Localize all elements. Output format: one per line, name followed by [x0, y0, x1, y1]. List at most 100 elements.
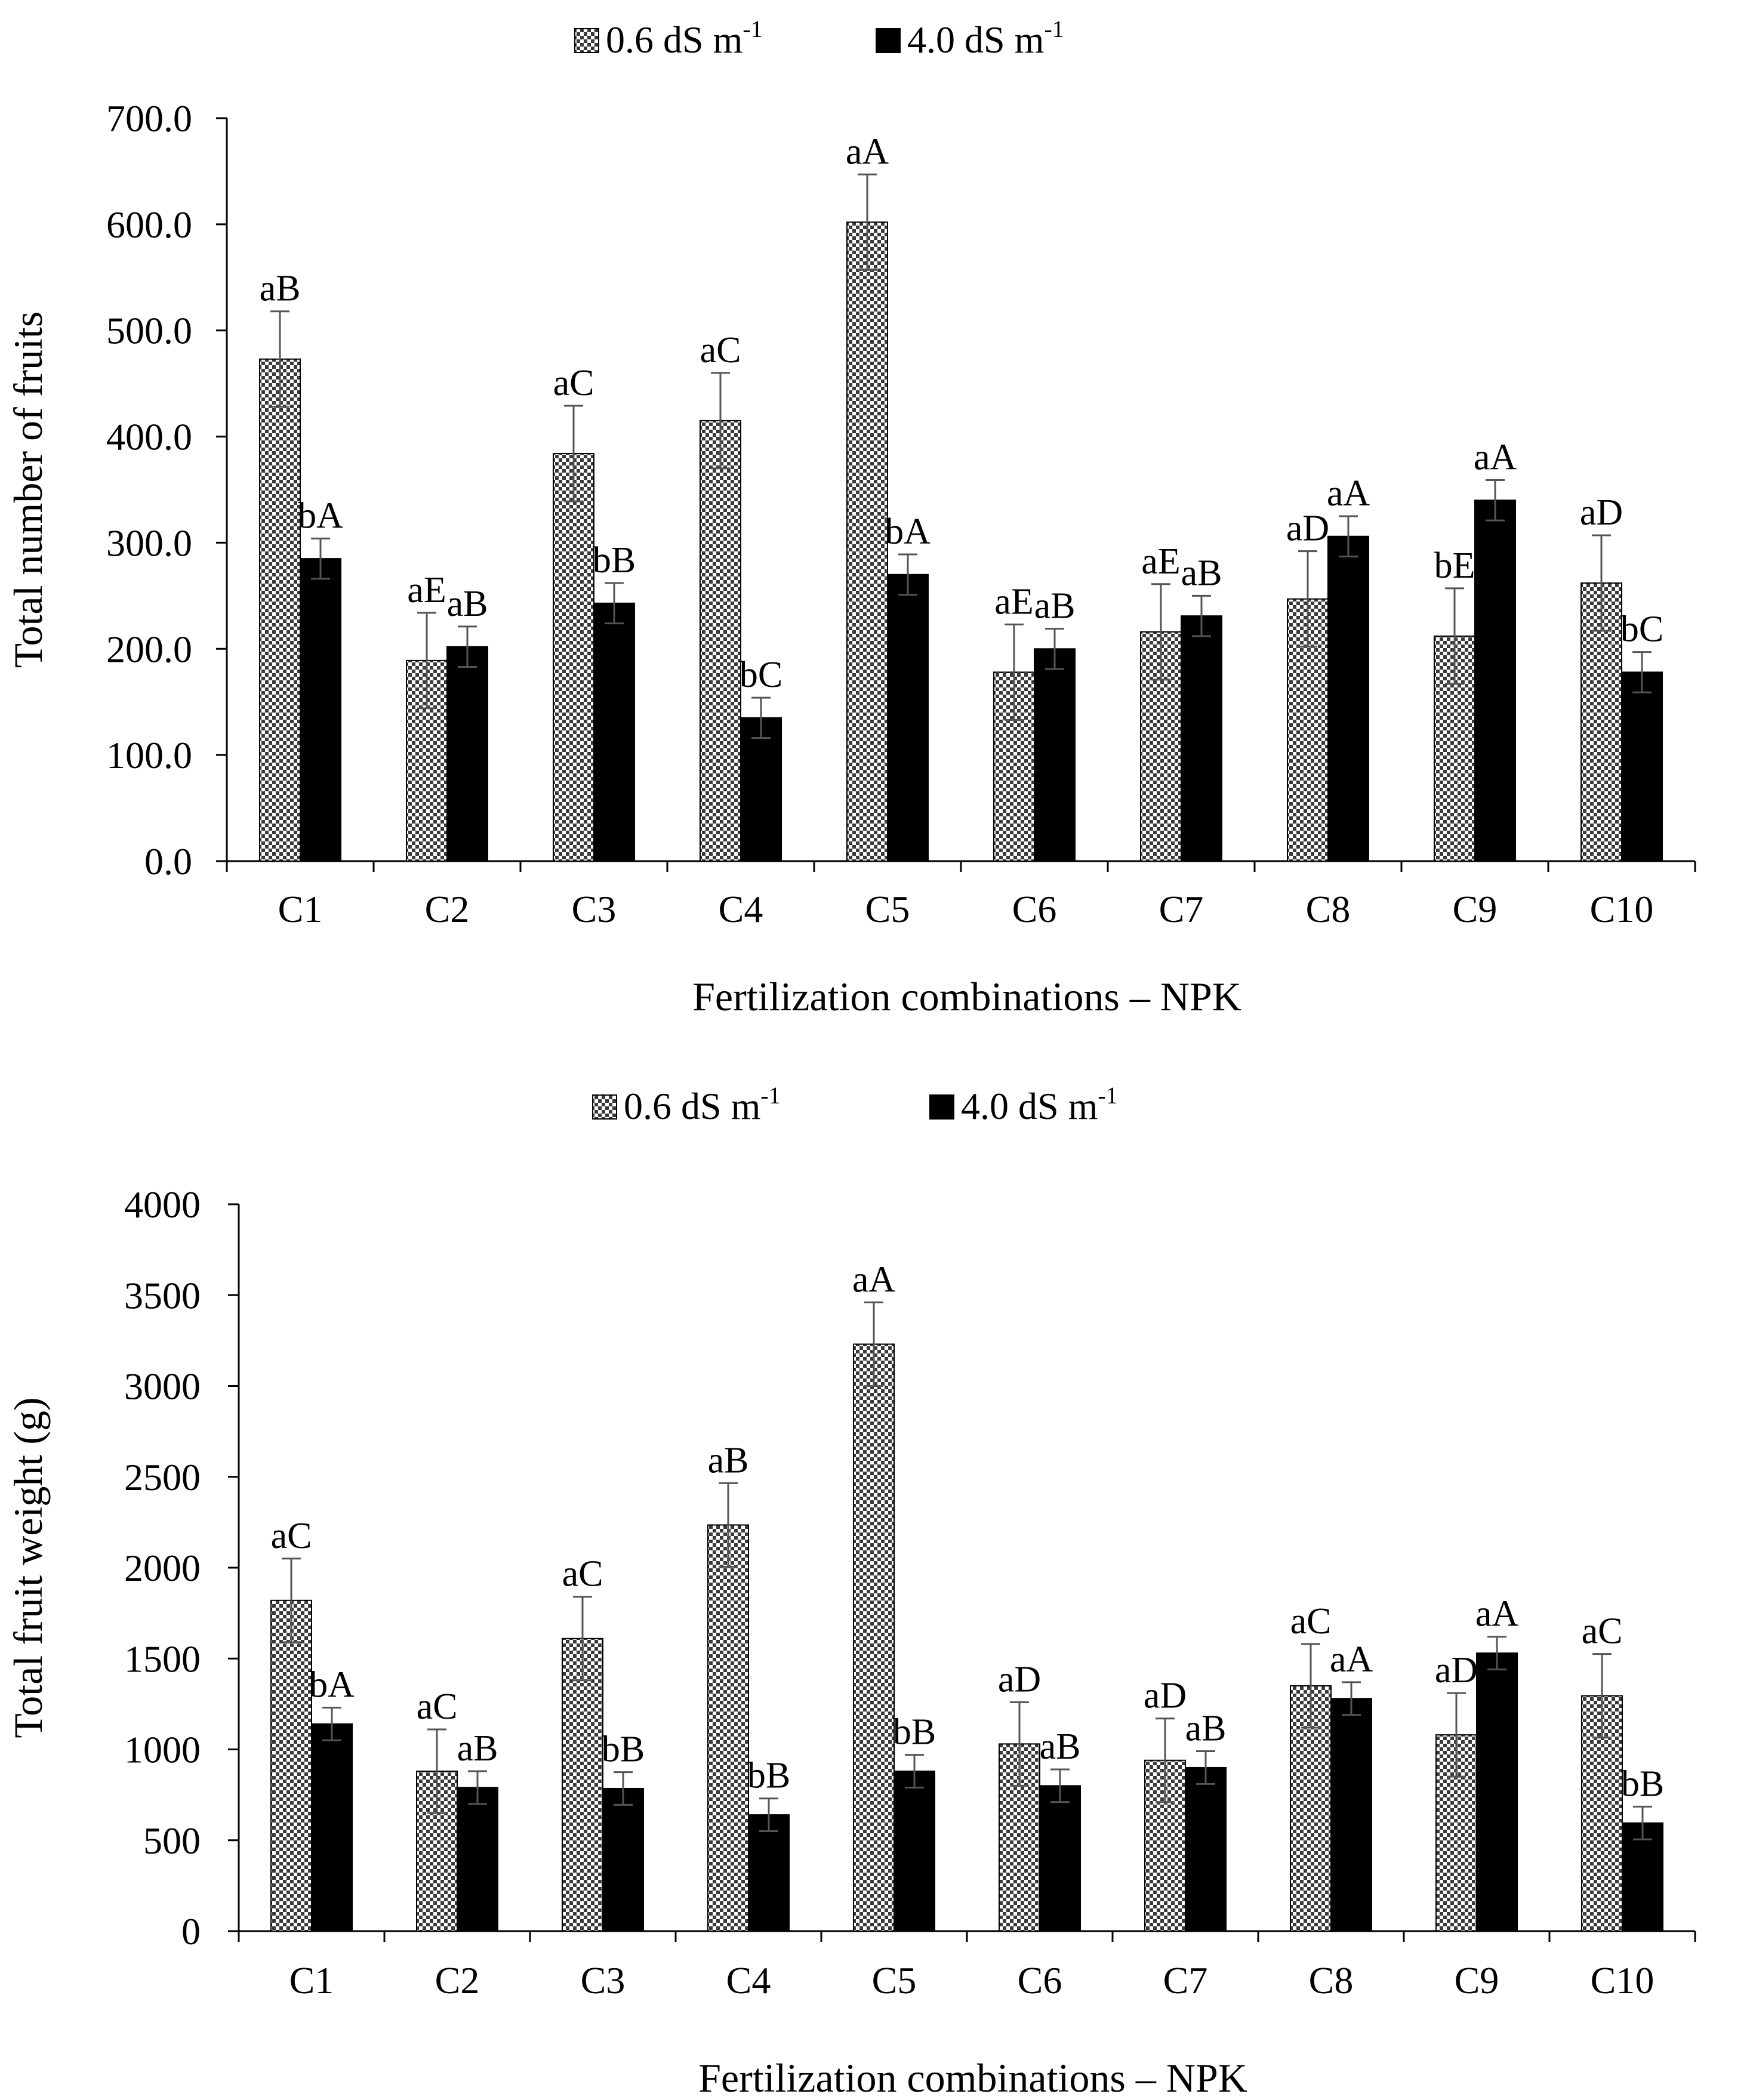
legend-unit: dS m	[965, 18, 1044, 61]
legend-entry: 0.6 dS m-1	[606, 16, 763, 61]
data-label: aB	[708, 1440, 749, 1481]
data-label: aC	[271, 1516, 312, 1556]
error-bar	[282, 1558, 301, 1643]
bar-solid	[1185, 1766, 1227, 1932]
data-label: aD	[1580, 492, 1623, 533]
bar-solid	[1327, 535, 1369, 862]
data-label: aA	[1330, 1639, 1373, 1680]
data-label: bE	[1434, 545, 1475, 586]
legend-entry: 4.0 dS m-1	[907, 16, 1064, 61]
data-label: aC	[1582, 1611, 1623, 1652]
x-tick-label: C10	[1591, 1959, 1655, 2002]
error-bar	[711, 372, 730, 470]
error-bar	[1487, 1636, 1506, 1671]
data-label: aA	[1327, 473, 1370, 514]
error-bar	[905, 1754, 924, 1788]
data-label: aD	[998, 1659, 1041, 1700]
x-tick-label: C1	[289, 1959, 334, 2002]
error-bar	[759, 1797, 778, 1833]
panel-b-chart: 0.6 dS m-1 4.0 dS m-10500100015002000250030…	[5, 1082, 1696, 2100]
error-bar	[751, 696, 771, 739]
x-tick-label: C2	[425, 888, 470, 930]
legend-unit-exponent: -1	[1044, 16, 1064, 42]
y-axis-title: Total number of fruits	[5, 312, 51, 668]
x-tick-label: C6	[1012, 888, 1057, 930]
data-label: aB	[260, 269, 301, 309]
legend-entry: 4.0 dS m-1	[961, 1082, 1118, 1127]
data-label: bC	[1620, 609, 1663, 650]
error-bar	[1005, 623, 1024, 721]
data-label: bB	[1621, 1763, 1664, 1804]
error-bar	[564, 405, 583, 502]
legend-unit-exponent: -1	[742, 16, 762, 42]
error-bar	[605, 582, 624, 625]
y-tick-label: 0.0	[144, 840, 192, 883]
legend-swatch-checkered	[592, 1094, 617, 1120]
error-bar	[417, 612, 436, 710]
legend-unit: dS m	[1018, 1085, 1098, 1127]
x-tick-label: C3	[572, 888, 617, 930]
x-tick-label: C10	[1590, 888, 1654, 930]
x-tick-label: C7	[1159, 888, 1204, 930]
data-label: bA	[298, 495, 343, 536]
data-label: aB	[1185, 1709, 1227, 1749]
data-label: aD	[1435, 1650, 1478, 1691]
error-bar	[1050, 1768, 1070, 1803]
error-bar	[1447, 1692, 1466, 1778]
data-label: aC	[700, 330, 741, 371]
bar-solid	[740, 717, 782, 862]
x-tick-label: C7	[1163, 1959, 1208, 2002]
y-axis-title: Total fruit weight (g)	[5, 1397, 51, 1738]
y-tick-label: 200.0	[106, 628, 192, 670]
error-bar	[1342, 1681, 1361, 1716]
x-axis-title: Fertilization combinations – NPK	[692, 974, 1241, 1019]
data-label: bB	[893, 1712, 936, 1753]
legend-value: 4.0	[961, 1085, 1009, 1127]
data-label: aC	[553, 363, 594, 403]
data-label: aB	[1034, 585, 1076, 626]
data-label: bB	[602, 1729, 645, 1770]
x-tick-label: C4	[719, 888, 763, 930]
error-bar	[1445, 587, 1464, 685]
bar-checkered	[846, 221, 888, 862]
data-label: bA	[309, 1664, 355, 1705]
bar-solid	[457, 1787, 498, 1932]
error-bar	[898, 553, 917, 596]
error-bar	[1339, 515, 1358, 558]
error-bar	[614, 1771, 633, 1806]
error-bar	[1151, 583, 1170, 681]
data-label: bB	[593, 540, 636, 581]
y-tick-label: 500.0	[106, 310, 192, 352]
bar-solid	[602, 1787, 644, 1932]
legend-unit: dS m	[663, 18, 742, 61]
legend-unit: dS m	[681, 1085, 760, 1127]
data-label: aC	[1290, 1601, 1332, 1642]
x-tick-label: C8	[1306, 888, 1351, 930]
error-bar	[468, 1770, 487, 1805]
error-bar	[1010, 1701, 1029, 1787]
error-bar	[458, 625, 477, 668]
bar-checkered	[700, 420, 741, 862]
error-bar	[427, 1728, 446, 1814]
data-label: aD	[1144, 1676, 1187, 1716]
legend-value: 4.0	[907, 18, 955, 61]
bar-solid	[593, 602, 635, 862]
bar-solid	[1474, 499, 1516, 862]
panel-a-chart: 0.6 dS m-1 4.0 dS m-10.0100.0200.0300.0400.…	[5, 16, 1696, 1019]
error-bar	[864, 1301, 883, 1387]
bar-solid	[446, 646, 488, 862]
data-label: aA	[852, 1259, 896, 1300]
bar-solid	[1181, 615, 1222, 862]
x-tick-label: C3	[581, 1959, 626, 2002]
data-label: aE	[994, 581, 1033, 622]
error-bar	[1592, 1653, 1612, 1739]
bar-solid	[1621, 671, 1663, 862]
legend-value: 0.6	[624, 1085, 671, 1127]
y-tick-label: 100.0	[106, 734, 192, 776]
data-label: aE	[407, 570, 446, 610]
y-tick-label: 0	[181, 1910, 201, 1953]
error-bar	[719, 1482, 738, 1568]
data-label: aB	[1181, 553, 1222, 593]
legend-unit-exponent: -1	[1098, 1082, 1117, 1109]
